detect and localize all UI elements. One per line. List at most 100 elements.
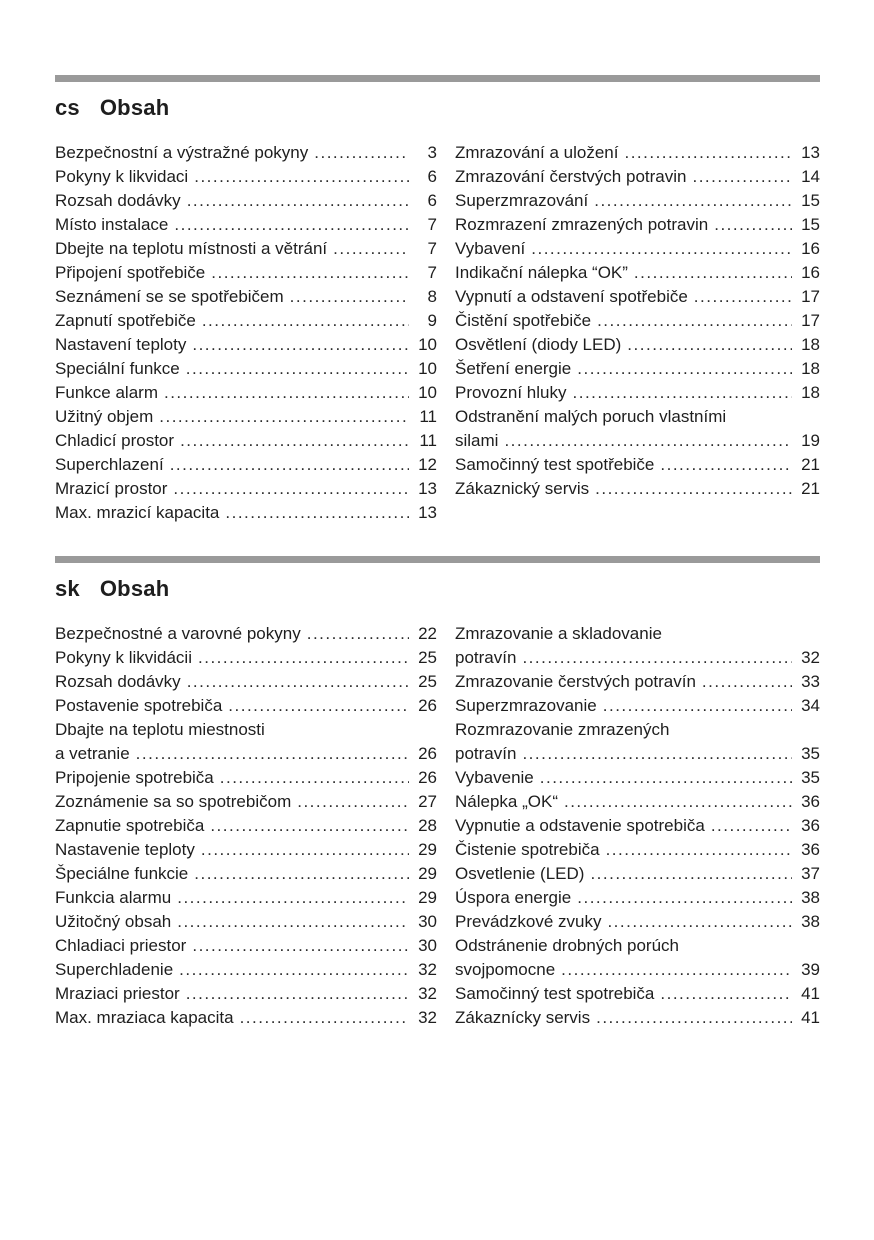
toc-dot-leader: ........................................… [714, 215, 792, 234]
toc-entry: Mrazicí prostor.........................… [55, 477, 437, 501]
toc-entry-title: Zmrazovanie a skladovanie [455, 624, 662, 643]
toc-entry: Odstránenie drobných porúch svojpomocne..… [455, 934, 820, 982]
toc-page-number: 3 [427, 143, 437, 162]
toc-entry-title: Speciální funkce [55, 359, 180, 378]
toc-dot-leader: ........................................… [201, 311, 409, 330]
toc-page-number: 28 [418, 816, 437, 835]
toc-entry: Zákaznický servis.......................… [455, 477, 820, 501]
toc-entry-line: Speciální funkce........................… [55, 357, 437, 381]
toc-entry-title: Osvetlenie (LED) [455, 864, 585, 883]
toc-entry-title: Špeciálne funkcie [55, 864, 189, 883]
toc-page-number: 18 [801, 383, 820, 402]
toc-entry-title: Odstranění malých poruch vlastními [455, 407, 727, 426]
toc-entry: Vypnutí a odstavení spotřebiče..........… [455, 285, 820, 309]
toc-entry: Speciální funkce........................… [55, 357, 437, 381]
toc-entry-title: Vypnutie a odstavenie spotrebiča [455, 816, 705, 835]
toc-entry-line: Čistenie spotrebiča.....................… [455, 838, 820, 862]
toc-entry-title-continued: silami [455, 431, 499, 450]
toc-dot-leader: ........................................… [177, 912, 409, 931]
toc-entry: Samočinný test spotřebiče...............… [455, 453, 820, 477]
toc-section-cs: cs Obsah Bezpečnostní a výstražné pokyny.… [55, 75, 820, 525]
toc-page-number: 10 [418, 335, 437, 354]
toc-entry-line: Max. mraziaca kapacita..................… [55, 1006, 437, 1030]
toc-entry: Připojení spotřebiče....................… [55, 261, 437, 285]
toc-entry-line: Mraziaci priestor.......................… [55, 982, 437, 1006]
toc-entry-title: Zmrazování čerstvých potravin [455, 167, 687, 186]
toc-entry: Rozmrazovanie zmrazených potravín........… [455, 718, 820, 766]
toc-entry-title: Provozní hluky [455, 383, 567, 402]
toc-entry: Šetření energie.........................… [455, 357, 820, 381]
toc-dot-leader: ........................................… [624, 143, 792, 162]
toc-dot-leader: ........................................… [531, 239, 792, 258]
toc-dot-leader: ........................................… [228, 696, 409, 715]
toc-entry-title: Chladiaci priestor [55, 936, 187, 955]
toc-dot-leader: ........................................… [596, 1008, 792, 1027]
toc-entry-title: Samočinný test spotřebiče [455, 455, 655, 474]
toc-dot-leader: ........................................… [693, 287, 792, 306]
toc-entry-title: Postavenie spotrebiča [55, 696, 223, 715]
toc-dot-leader: ........................................… [561, 960, 792, 979]
toc-entry-line: Osvetlenie (LED)........................… [455, 862, 820, 886]
toc-dot-leader: ........................................… [572, 383, 793, 402]
toc-page-number: 27 [418, 792, 437, 811]
toc-page-number: 13 [418, 503, 437, 522]
toc-entry-line: Vypnutie a odstavenie spotrebiča........… [455, 814, 820, 838]
toc-column-left: Bezpečnostné a varovné pokyny...........… [55, 622, 437, 1030]
toc-entry-line: Zákaznický servis.......................… [455, 477, 820, 501]
toc-dot-leader: ........................................… [660, 455, 792, 474]
section-title: Obsah [99, 95, 170, 120]
toc-entry-line: Samočinný test spotrebiča...............… [455, 982, 820, 1006]
toc-entry-title: Zoznámenie sa so spotrebičom [55, 792, 292, 811]
toc-page-number: 36 [801, 816, 820, 835]
toc-entry-line: Prevádzkové zvuky.......................… [455, 910, 820, 934]
toc-entry-title: Čistenie spotrebiča [455, 840, 600, 859]
toc-entry-title-continued: svojpomocne [455, 960, 556, 979]
toc-entry-line1: Dbajte na teplotu miestnosti [55, 718, 437, 742]
toc-dot-leader: ........................................… [169, 455, 409, 474]
toc-entry: Zmrazovanie a skladovanie potravín.......… [455, 622, 820, 670]
toc-entry-title: Pokyny k likvidácii [55, 648, 192, 667]
toc-entry-title: Superzmrazování [455, 191, 589, 210]
toc-entry-title-continued: a vetranie [55, 744, 130, 763]
toc-entry-title: Odstránenie drobných porúch [455, 936, 679, 955]
toc-dot-leader: ........................................… [225, 503, 409, 522]
toc-column-left: Bezpečnostní a výstražné pokyny.........… [55, 141, 437, 525]
toc-entry-title: Bezpečnostní a výstražné pokyny [55, 143, 309, 162]
toc-page-number: 11 [419, 431, 437, 450]
toc-dot-leader: ........................................… [522, 744, 792, 763]
toc-page-number: 38 [801, 888, 820, 907]
toc-entry: Pokyny k likvidaci......................… [55, 165, 437, 189]
toc-dot-leader: ........................................… [594, 191, 792, 210]
toc-page-number: 8 [427, 287, 437, 306]
toc-dot-leader: ........................................… [597, 311, 792, 330]
toc-page-number: 12 [418, 455, 437, 474]
toc-entry: Osvetlenie (LED)........................… [455, 862, 820, 886]
toc-entry: Samočinný test spotrebiča...............… [455, 982, 820, 1006]
toc-entry: Vybavení................................… [455, 237, 820, 261]
toc-entry-line: Rozsah dodávky..........................… [55, 670, 437, 694]
toc-entry-title: Superchladenie [55, 960, 174, 979]
section-heading-sk: sk Obsah [55, 576, 820, 602]
toc-entry-title: Šetření energie [455, 359, 572, 378]
toc-entry-title: Zmrazovanie čerstvých potravín [455, 672, 696, 691]
toc-page-number: 26 [418, 768, 437, 787]
toc-dot-leader: ........................................… [577, 888, 792, 907]
toc-entry-line: Chladiaci priestor......................… [55, 934, 437, 958]
toc-entry-line: Osvětlení (diody LED)...................… [455, 333, 820, 357]
toc-dot-leader: ........................................… [163, 383, 409, 402]
toc-entry-line2: svojpomocne.............................… [455, 958, 820, 982]
toc-dot-leader: ........................................… [173, 479, 409, 498]
toc-page-number: 30 [418, 912, 437, 931]
toc-page-number: 15 [801, 191, 820, 210]
toc-page-number: 35 [801, 768, 820, 787]
toc-entry-title: Funkce alarm [55, 383, 158, 402]
toc-entry-line: Superzmrazování.........................… [455, 189, 820, 213]
toc-entry: Místo instalace.........................… [55, 213, 437, 237]
toc-dot-leader: ........................................… [192, 936, 409, 955]
manual-toc-page: cs Obsah Bezpečnostní a výstražné pokyny.… [55, 75, 820, 1030]
toc-dot-leader: ........................................… [180, 431, 409, 450]
toc-dot-leader: ........................................… [186, 191, 409, 210]
toc-dot-leader: ........................................… [192, 335, 409, 354]
toc-entry-line: Bezpečnostné a varovné pokyny...........… [55, 622, 437, 646]
toc-entry: Bezpečnostné a varovné pokyny...........… [55, 622, 437, 646]
